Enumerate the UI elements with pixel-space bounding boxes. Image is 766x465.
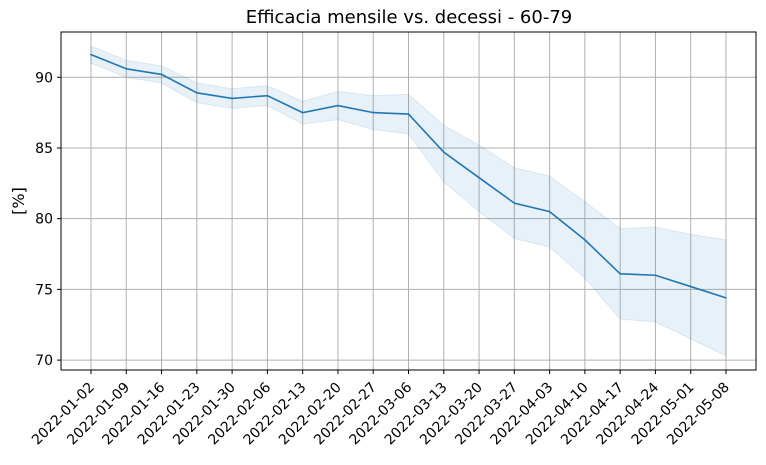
data-point bbox=[160, 73, 163, 76]
x-axis: 2022-01-022022-01-092022-01-162022-01-23… bbox=[29, 370, 733, 448]
y-axis-label: [%] bbox=[9, 187, 28, 215]
data-point bbox=[442, 151, 445, 154]
chart-title: Efficacia mensile vs. decessi - 60-79 bbox=[246, 7, 573, 28]
data-point bbox=[619, 273, 621, 275]
data-point bbox=[125, 67, 128, 70]
data-point bbox=[407, 113, 410, 115]
y-tick-label: 85 bbox=[35, 141, 53, 157]
confidence-band-layer bbox=[90, 45, 727, 357]
confidence-band bbox=[90, 45, 727, 357]
series-lines-layer bbox=[90, 53, 727, 299]
data-point bbox=[90, 53, 92, 56]
data-point bbox=[372, 111, 375, 114]
data-point bbox=[301, 111, 304, 114]
data-point bbox=[654, 274, 657, 277]
data-point bbox=[584, 239, 586, 241]
y-tick-label: 90 bbox=[35, 70, 53, 86]
y-axis: 70 75 80 85 90 bbox=[35, 70, 61, 369]
grid bbox=[61, 32, 756, 370]
data-point bbox=[337, 104, 339, 107]
data-point bbox=[725, 297, 727, 299]
data-point bbox=[266, 94, 269, 97]
data-point bbox=[513, 202, 516, 204]
data-point bbox=[548, 210, 551, 213]
data-point bbox=[231, 97, 233, 100]
y-tick-label: 70 bbox=[35, 353, 53, 369]
y-tick-label: 75 bbox=[35, 282, 53, 298]
data-point bbox=[689, 285, 692, 288]
data-point bbox=[196, 92, 198, 94]
y-tick-label: 80 bbox=[35, 212, 53, 228]
data-point bbox=[478, 176, 480, 179]
